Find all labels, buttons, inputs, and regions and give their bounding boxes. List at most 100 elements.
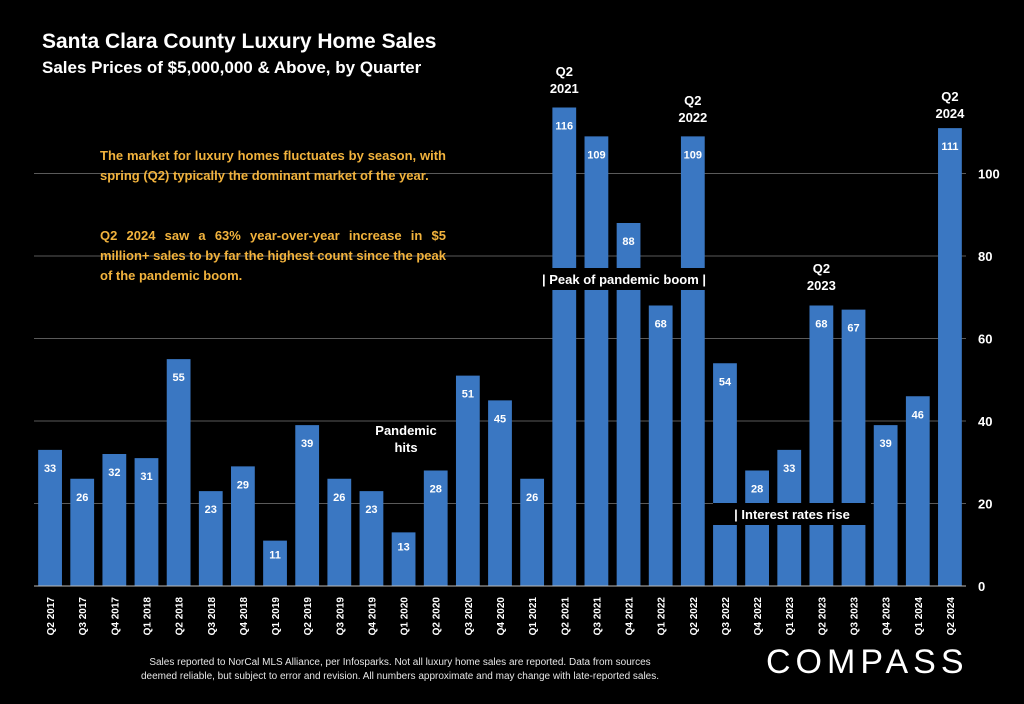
bar-value-label: 28: [430, 484, 442, 496]
bar-value-label: 51: [462, 389, 474, 401]
x-tick-label: Q2 2021: [560, 597, 571, 636]
footnote: Sales reported to NorCal MLS Alliance, p…: [40, 656, 760, 684]
bar-value-label: 67: [847, 323, 859, 335]
bar: [713, 363, 737, 586]
bar: [166, 359, 191, 586]
bar-value-label: 68: [655, 319, 667, 331]
bar: [263, 540, 287, 586]
bar: [455, 375, 480, 586]
x-tick-label: Q3 2022: [721, 597, 732, 636]
x-tick-label: Q4 2023: [882, 597, 893, 636]
bar: [584, 136, 609, 586]
bar-value-label: 39: [301, 438, 313, 450]
bar: [327, 478, 352, 586]
x-tick-label: Q2 2019: [303, 597, 314, 636]
x-tick-label: Q1 2024: [914, 597, 925, 636]
annotation-seasonality: The market for luxury homes fluctuates b…: [100, 148, 446, 183]
peak-pandemic-label: | Peak of pandemic boom |: [542, 272, 706, 287]
bar: [488, 400, 512, 586]
bar-value-label: 26: [333, 492, 345, 504]
annotations-overlay: | Peak of pandemic boom | | Interest rate…: [375, 64, 965, 525]
bar: [680, 136, 705, 586]
interest-rates-label: | Interest rates rise: [734, 507, 850, 522]
x-tick-label: Q1 2019: [271, 597, 282, 636]
bar-value-label: 109: [684, 149, 702, 161]
x-tick-label: Q1 2022: [657, 597, 668, 636]
chart-subtitle: Sales Prices of $5,000,000 & Above, by Q…: [42, 58, 422, 77]
x-tick-label: Q2 2023: [817, 597, 828, 636]
q2-2021-label: 2021: [550, 81, 579, 96]
x-tick-label: Q4 2021: [625, 597, 636, 636]
bar-value-label: 46: [912, 409, 924, 421]
bar: [102, 454, 127, 586]
bar-value-label: 26: [526, 492, 538, 504]
q2-2021-label: Q2: [556, 64, 573, 79]
q2-2023-label: Q2: [813, 261, 830, 276]
y-tick-label: 60: [978, 332, 992, 347]
x-tick-label: Q3 2020: [464, 597, 475, 636]
axes: 0 20 40 60 80 100 Q2 2017 Q3 2017 Q4 2017 Q1 2018…: [34, 167, 1000, 636]
bar-value-label: 111: [941, 141, 958, 153]
bar-value-label: 13: [397, 541, 409, 553]
interest-rates-label-background: [713, 503, 871, 525]
pandemic-hits-label: hits: [394, 440, 417, 455]
bar: [134, 458, 159, 586]
x-tick-label: Q2 2020: [432, 597, 443, 636]
q2-2022-label: Q2: [684, 93, 701, 108]
x-tick-label: Q3 2021: [592, 597, 603, 636]
bar: [841, 309, 866, 586]
bar-value-label: 39: [880, 438, 892, 450]
bar-value-label: 116: [555, 121, 573, 133]
x-tick-label: Q4 2020: [496, 597, 507, 636]
compass-logo: COMPASS: [766, 643, 969, 681]
x-tick-label: Q4 2017: [110, 597, 121, 636]
bar: [905, 396, 930, 586]
bar: [809, 305, 834, 586]
x-tick-label: Q2 2024: [946, 597, 957, 636]
bar-value-label: 26: [76, 492, 88, 504]
q2-2023-label: 2023: [807, 278, 836, 293]
footnote-line-2: deemed reliable, but subject to error an…: [140, 671, 660, 682]
bar-value-label: 55: [172, 372, 184, 384]
x-tick-label: Q1 2023: [785, 597, 796, 636]
x-tick-label: Q2 2022: [689, 597, 700, 636]
bar-value-label: 68: [815, 319, 827, 331]
bar-value-label: 33: [44, 463, 56, 475]
y-tick-label: 40: [978, 414, 992, 429]
x-tick-label: Q4 2019: [367, 597, 378, 636]
bar: [423, 470, 448, 586]
bar-value-label: 23: [205, 504, 217, 516]
y-tick-label: 80: [978, 249, 992, 264]
bar-value-label: 54: [719, 376, 732, 388]
bar-value-label: 88: [622, 236, 634, 248]
bar: [38, 449, 62, 586]
x-tick-label: Q2 2017: [46, 597, 57, 636]
bar: [873, 425, 898, 586]
pandemic-hits-label: Pandemic: [375, 423, 436, 438]
q2-2022-label: 2022: [678, 110, 707, 125]
x-tick-label: Q3 2018: [207, 597, 218, 636]
q2-2024-label: 2024: [935, 106, 965, 121]
bar-value-label: 33: [783, 463, 795, 475]
footnote-line-1: Sales reported to NorCal MLS Alliance, p…: [149, 657, 651, 668]
bar-value-label: 29: [237, 479, 249, 491]
x-tick-label: Q4 2018: [239, 597, 250, 636]
bar-value-label: 45: [494, 413, 506, 425]
bar: [552, 107, 577, 586]
bar: [359, 491, 384, 586]
bar: [198, 491, 223, 586]
bar: [745, 470, 769, 586]
bar-value-label: 11: [269, 550, 281, 562]
annotation-q2-2024: Q2 2024 saw a 63% year-over-year increas…: [100, 228, 446, 283]
x-tick-label: Q2 2018: [175, 597, 186, 636]
bar-value-label: 31: [140, 471, 152, 483]
bar: [616, 223, 641, 586]
peak-pandemic-label-background: [523, 268, 725, 290]
bar: [391, 532, 416, 586]
x-tick-label: Q4 2022: [753, 597, 764, 636]
chart-title: Santa Clara County Luxury Home Sales: [42, 30, 437, 53]
y-tick-label: 0: [978, 579, 985, 594]
bar: [648, 305, 673, 586]
bar-value-label: 28: [751, 484, 763, 496]
